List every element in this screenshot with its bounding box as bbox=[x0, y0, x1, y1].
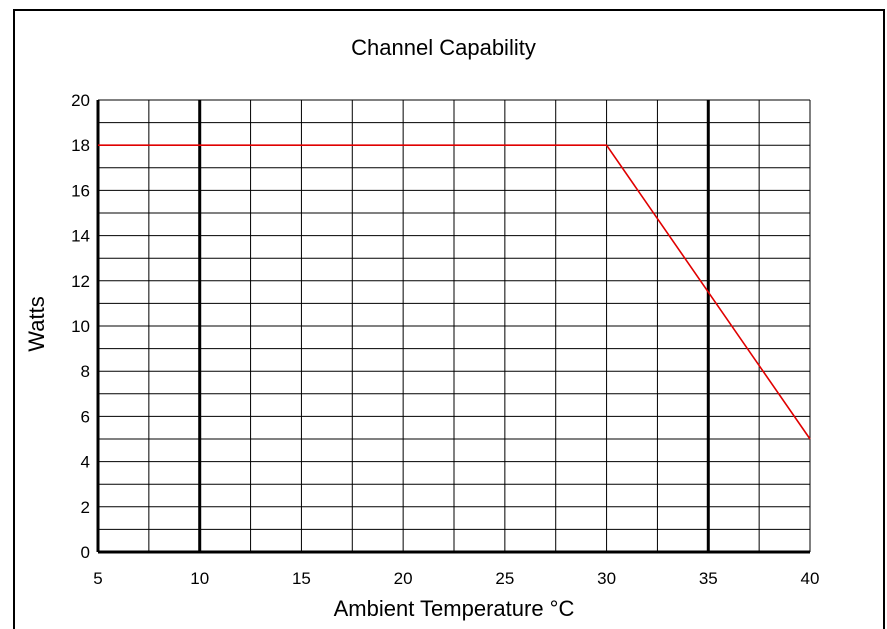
x-tick-label: 5 bbox=[93, 569, 102, 588]
x-tick-label: 10 bbox=[190, 569, 209, 588]
x-tick-label: 40 bbox=[801, 569, 820, 588]
y-tick-label: 12 bbox=[71, 272, 90, 291]
y-tick-label: 14 bbox=[71, 227, 90, 246]
x-tick-label: 30 bbox=[597, 569, 616, 588]
chart-title: Channel Capability bbox=[351, 35, 536, 60]
x-tick-label: 20 bbox=[394, 569, 413, 588]
chart-frame bbox=[13, 9, 885, 629]
y-tick-label: 2 bbox=[81, 498, 90, 517]
y-tick-label: 6 bbox=[81, 407, 90, 426]
x-tick-label: 35 bbox=[699, 569, 718, 588]
x-tick-label: 25 bbox=[495, 569, 514, 588]
series-line bbox=[98, 144, 811, 440]
y-tick-label: 4 bbox=[81, 453, 90, 472]
x-tick-label: 15 bbox=[292, 569, 311, 588]
y-tick-label: 8 bbox=[81, 362, 90, 381]
y-tick-label: 16 bbox=[71, 181, 90, 200]
y-tick-label: 20 bbox=[71, 91, 90, 110]
y-tick-label: 10 bbox=[71, 317, 90, 336]
y-tick-label: 0 bbox=[81, 543, 90, 562]
x-axis-label: Ambient Temperature °C bbox=[333, 596, 575, 621]
y-tick-label: 18 bbox=[71, 136, 90, 155]
